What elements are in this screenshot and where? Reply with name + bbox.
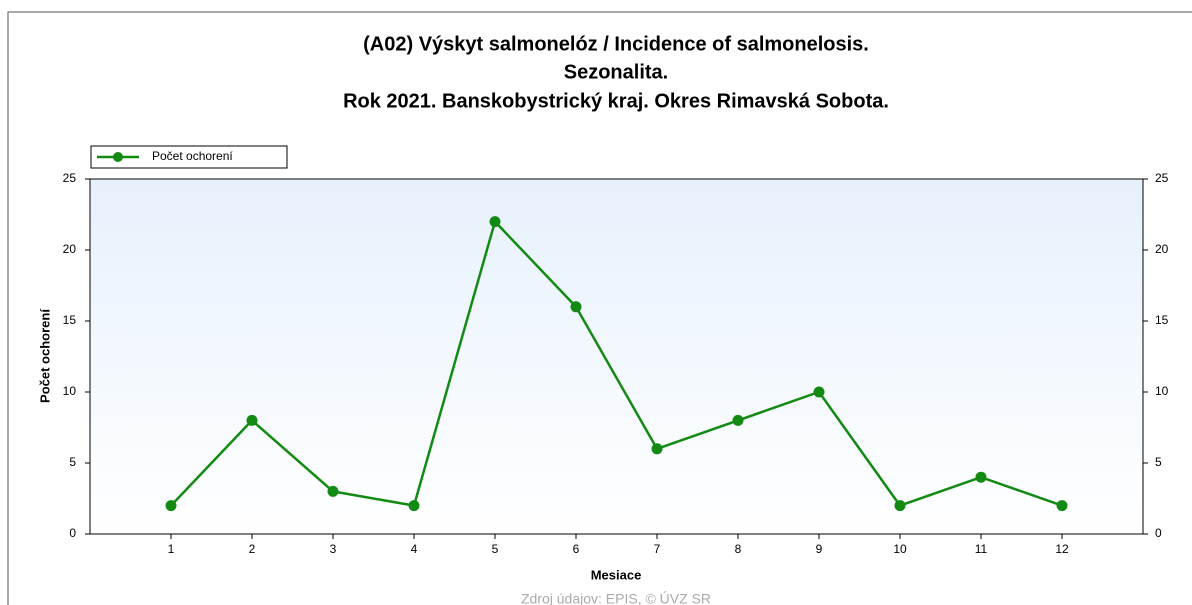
y2-tick-label: 15 — [1155, 313, 1169, 327]
chart-subtitle: Sezonalita. — [564, 61, 668, 83]
point — [570, 301, 582, 313]
point — [651, 443, 663, 455]
source: Zdroj údajov: EPIS, © ÚVZ SR — [521, 591, 711, 605]
y2-tick-label: 20 — [1155, 242, 1169, 256]
legend-label: Počet ochorení — [152, 149, 233, 163]
point — [894, 500, 906, 512]
x-tick-label: 7 — [654, 542, 661, 556]
x-tick-label: 11 — [975, 542, 988, 556]
legend: Počet ochorení — [90, 145, 288, 169]
legend-box — [90, 145, 288, 169]
point — [1056, 500, 1068, 512]
x-tick-label: 12 — [1055, 542, 1069, 556]
point — [732, 414, 744, 426]
x-tick-label: 6 — [573, 542, 580, 556]
x-axis-label: Mesiace — [591, 567, 642, 582]
x-tick-label: 8 — [735, 542, 742, 556]
y-tick-label: 10 — [63, 384, 77, 398]
y-tick-label: 0 — [69, 526, 76, 540]
y2-tick-label: 25 — [1155, 171, 1169, 185]
point — [327, 485, 339, 497]
plot-area — [89, 178, 1144, 535]
point — [408, 500, 420, 512]
legend-marker — [113, 152, 123, 162]
y-tick-label: 15 — [63, 313, 77, 327]
frame — [7, 11, 1192, 605]
y-axis-label: Počet ochorení — [37, 309, 52, 403]
point — [489, 216, 501, 228]
y-tick-label: 5 — [69, 455, 76, 469]
y2-tick-label: 10 — [1155, 384, 1169, 398]
point — [246, 414, 258, 426]
series-line — [170, 219, 1063, 508]
x-tick-label: 3 — [330, 542, 337, 556]
chart-title: (A02) Výskyt salmonelóz / Incidence of s… — [363, 33, 869, 55]
x-tick-label: 5 — [492, 542, 499, 556]
x-tick-label: 4 — [411, 542, 418, 556]
x-tick-label: 2 — [249, 542, 256, 556]
x-tick-label: 9 — [816, 542, 823, 556]
point — [165, 500, 177, 512]
y2-tick-label: 5 — [1155, 455, 1162, 469]
x-tick-label: 1 — [168, 542, 175, 556]
y2-tick-label: 0 — [1155, 526, 1162, 540]
y-tick-label: 25 — [63, 171, 77, 185]
y-tick-label: 20 — [63, 242, 77, 256]
x-tick-label: 10 — [893, 542, 907, 556]
chart-subtitle: Rok 2021. Banskobystrický kraj. Okres Ri… — [343, 90, 889, 112]
point — [813, 386, 825, 398]
point — [975, 471, 987, 483]
